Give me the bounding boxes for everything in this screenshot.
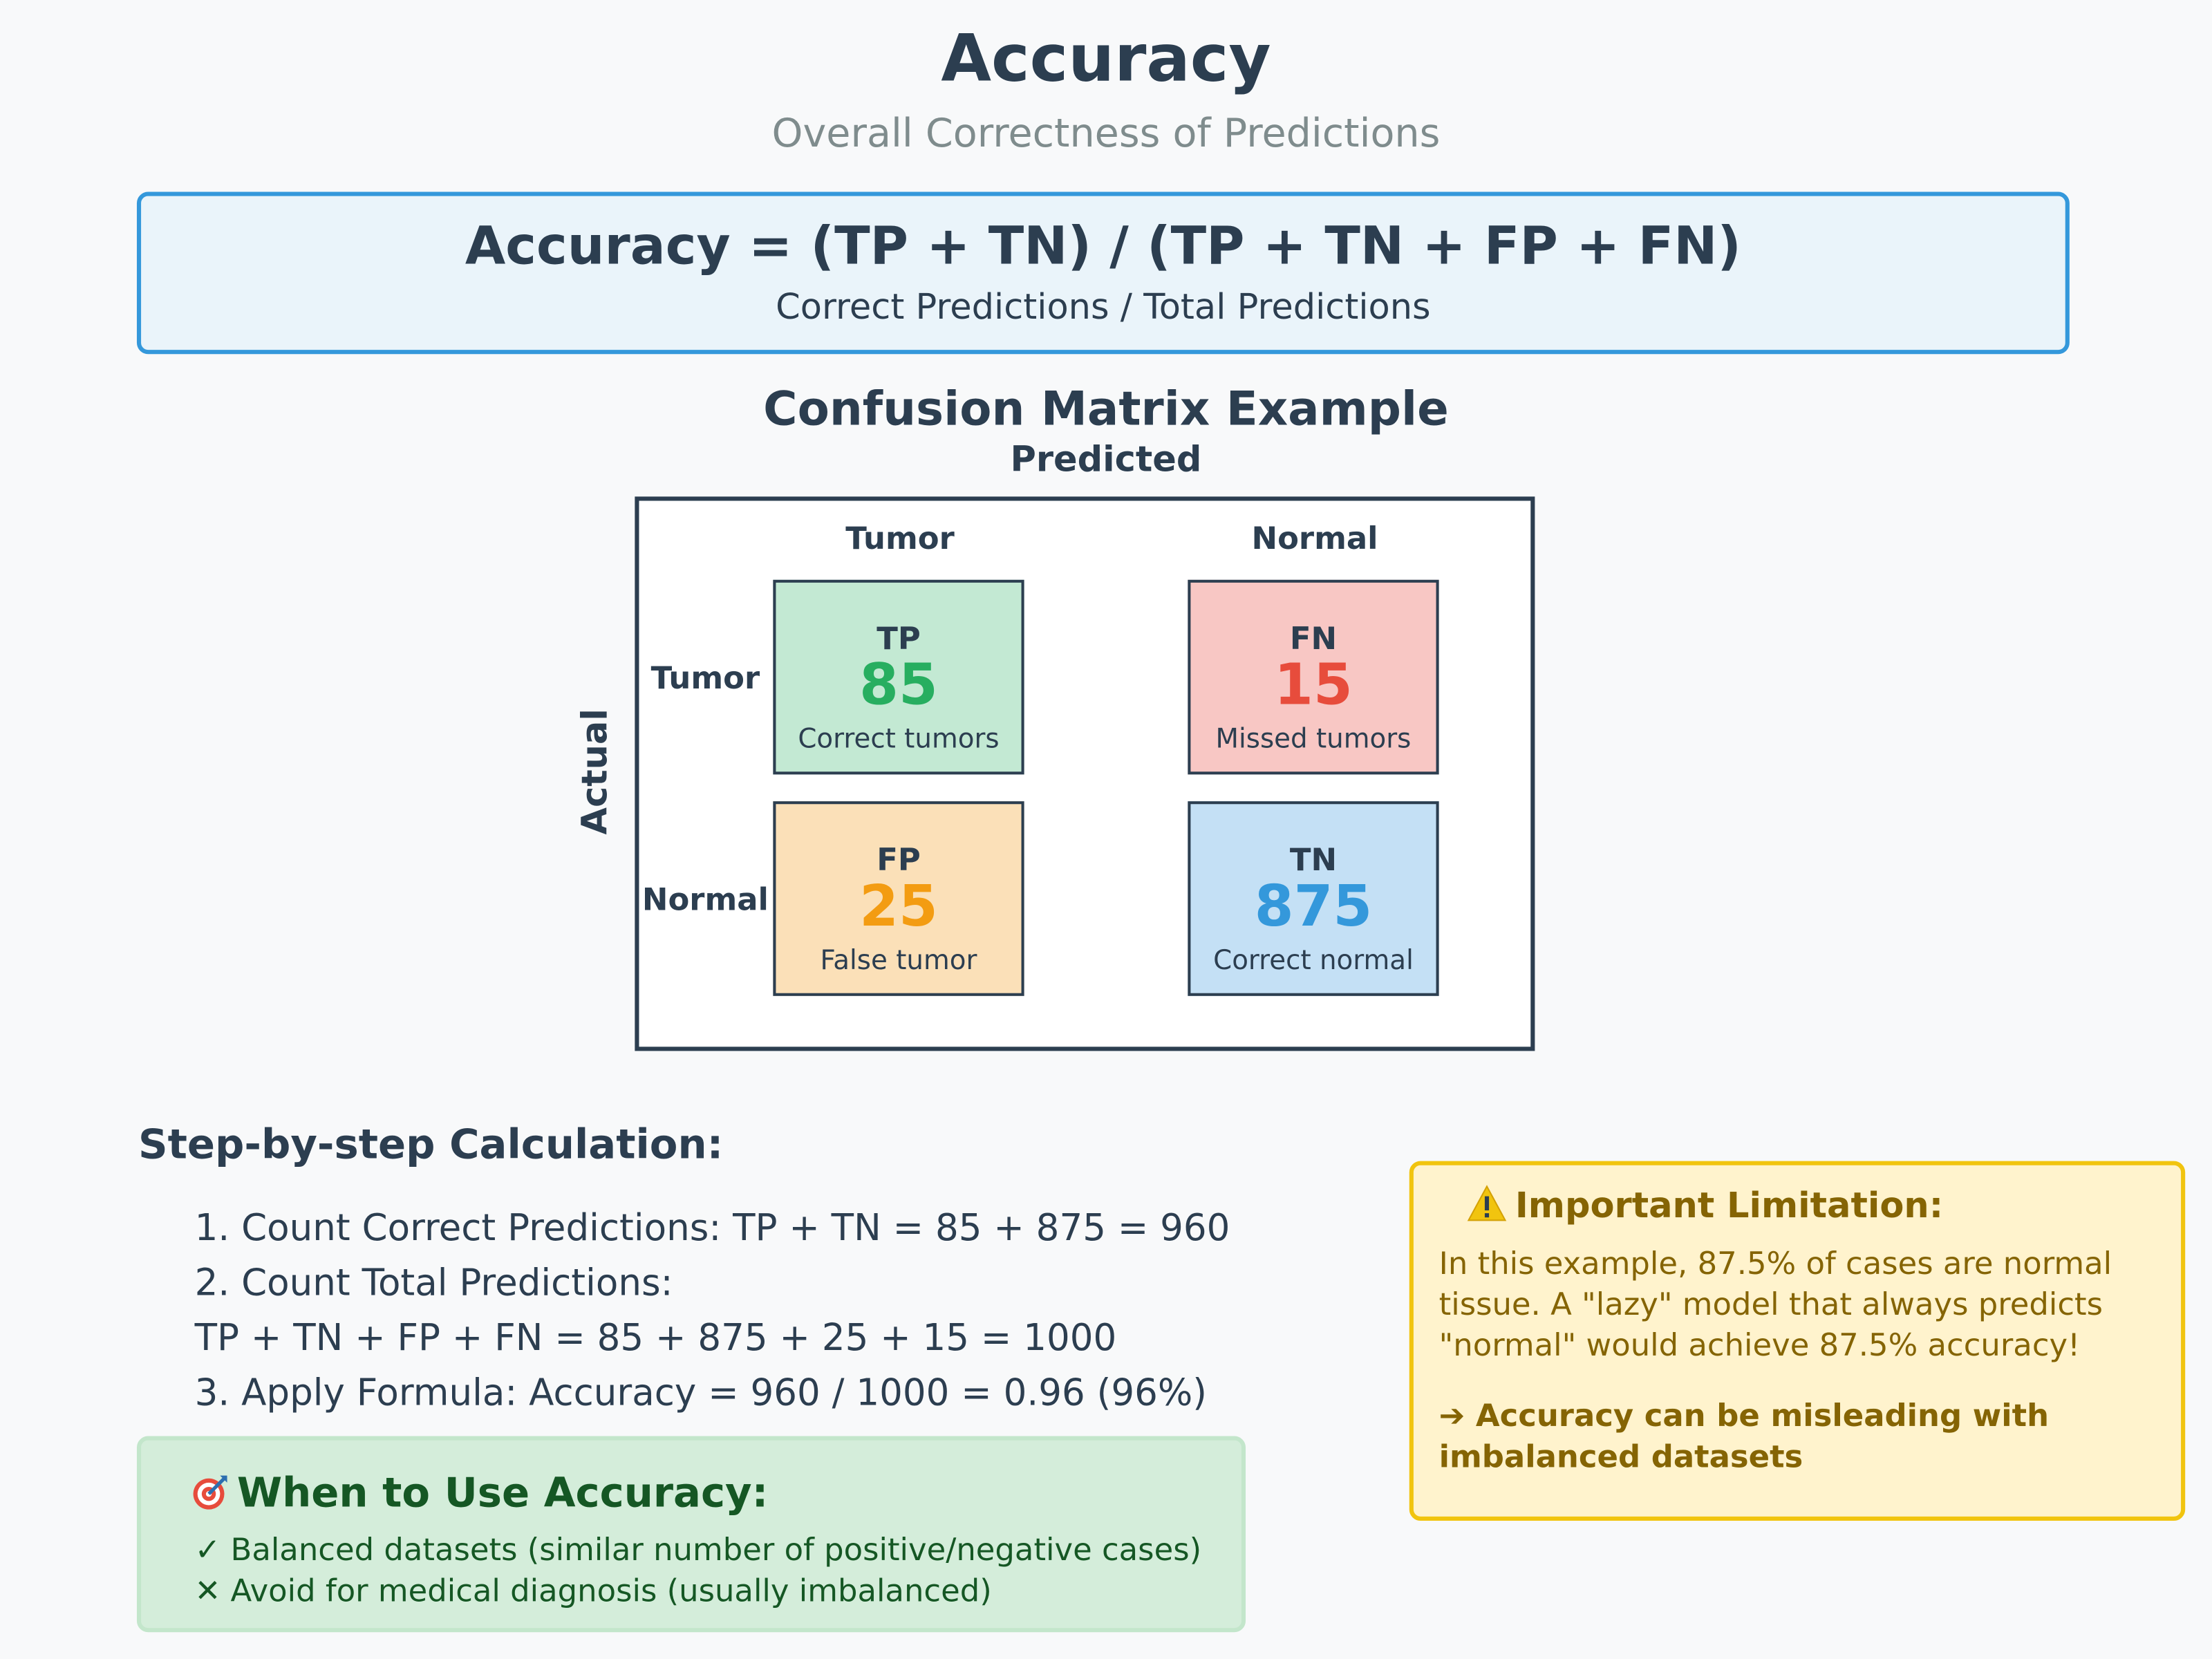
cell-abbr: TP [877,621,921,658]
cell-false-negative: FN 15 Missed tumors [1188,579,1439,775]
actual-axis-label: Actual [574,709,615,835]
when-to-use-line: ✕ Avoid for medical diagnosis (usually i… [194,1574,992,1610]
step-line: 1. Count Correct Predictions: TP + TN = … [194,1207,1230,1250]
cell-description: Missed tumors [1215,723,1412,755]
cell-value: 25 [859,874,938,940]
limitation-title-text: Important Limitation: [1515,1185,1944,1226]
cell-value: 875 [1254,874,1373,940]
col-header-normal: Normal [1251,522,1378,558]
limitation-box: Important Limitation: In this example, 8… [1409,1161,2186,1521]
cell-description: False tumor [820,945,977,977]
confusion-matrix-title: Confusion Matrix Example [763,381,1449,436]
limitation-text: In this example, 87.5% of cases are norm… [1438,1247,2112,1365]
cell-abbr: FP [877,843,921,879]
col-header-tumor: Tumor [845,522,955,558]
cell-true-positive: TP 85 Correct tumors [773,579,1024,775]
cell-abbr: FN [1289,621,1338,658]
limitation-conclusion: ➔ Accuracy can be misleading with imbala… [1438,1399,2050,1476]
row-header-normal: Normal [641,883,769,919]
cell-abbr: TN [1289,843,1338,879]
cell-value: 15 [1274,653,1353,718]
step-line: 2. Count Total Predictions: [194,1262,673,1305]
formula-box: Accuracy = (TP + TN) / (TP + TN + FP + F… [136,191,2070,355]
when-to-use-title: When to Use Accuracy: [192,1468,769,1517]
formula-sub: Correct Predictions / Total Predictions [776,286,1431,328]
when-to-use-line: ✓ Balanced datasets (similar number of p… [194,1533,1202,1569]
cell-description: Correct tumors [798,723,1000,755]
limitation-title: Important Limitation: [1467,1185,1943,1226]
cell-false-positive: FP 25 False tumor [773,801,1024,996]
row-header-tumor: Tumor [650,662,760,697]
page-title: Accuracy [941,19,1271,96]
formula-main: Accuracy = (TP + TN) / (TP + TN + FP + F… [465,216,1741,276]
target-icon [193,1475,227,1510]
when-to-use-title-text: When to Use Accuracy: [236,1468,769,1517]
page-subtitle: Overall Correctness of Predictions [771,110,1441,157]
step-line: 3. Apply Formula: Accuracy = 960 / 1000 … [194,1372,1208,1415]
when-to-use-box: When to Use Accuracy: ✓ Balanced dataset… [136,1436,1246,1633]
step-line: TP + TN + FP + FN = 85 + 875 + 25 + 15 =… [194,1318,1117,1360]
cell-true-negative: TN 875 Correct normal [1188,801,1439,996]
cell-value: 85 [859,653,938,718]
warning-icon [1467,1185,1507,1221]
steps-title: Step-by-step Calculation: [138,1120,724,1168]
cell-description: Correct normal [1213,945,1414,977]
predicted-axis-label: Predicted [1010,438,1202,480]
